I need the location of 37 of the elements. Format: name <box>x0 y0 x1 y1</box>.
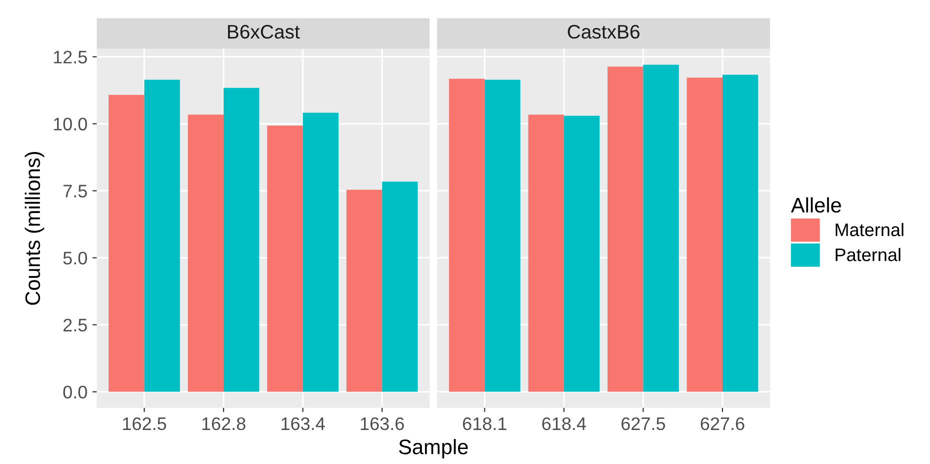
bar <box>346 190 382 392</box>
y-tick-label: 10.0 <box>54 118 87 130</box>
bar <box>448 78 485 392</box>
y-axis-title: Counts (millions) <box>24 152 44 305</box>
x-tick-label: 618.4 <box>542 417 586 430</box>
y-tick-label: 7.5 <box>64 184 87 198</box>
bar <box>108 94 144 392</box>
chart-title: CastxB6 <box>568 24 640 39</box>
x-axis-title: Sample <box>399 439 468 458</box>
bar <box>188 114 224 392</box>
bar <box>528 114 564 392</box>
x-tick-label: 163.6 <box>360 417 404 430</box>
x-tick-label: 162.5 <box>123 417 166 430</box>
y-tick-label: 12.5 <box>54 50 87 64</box>
bar <box>224 88 260 392</box>
x-tick-label: 163.4 <box>282 417 325 430</box>
x-tick-label: 162.8 <box>202 417 246 430</box>
bar <box>643 64 679 392</box>
legend-title: Allele <box>790 197 841 213</box>
bar <box>722 74 758 392</box>
bar <box>608 66 644 392</box>
x-tick-label: 627.5 <box>622 417 666 430</box>
x-tick-label: 618.1 <box>462 417 506 430</box>
y-tick-label: 0.0 <box>63 386 87 398</box>
bar <box>382 182 418 392</box>
legend-label: Paternal <box>836 248 900 262</box>
bar <box>686 78 722 392</box>
bar <box>267 126 303 392</box>
chart-title: B6xCast <box>228 24 300 39</box>
y-tick-label: 2.5 <box>64 318 87 332</box>
x-tick-label: 627.6 <box>700 417 744 430</box>
y-tick-label: 5.0 <box>63 252 87 264</box>
legend-label: Maternal <box>836 222 904 236</box>
bar <box>302 112 338 392</box>
bar <box>564 116 600 392</box>
bar <box>144 80 180 392</box>
bar <box>484 80 520 392</box>
